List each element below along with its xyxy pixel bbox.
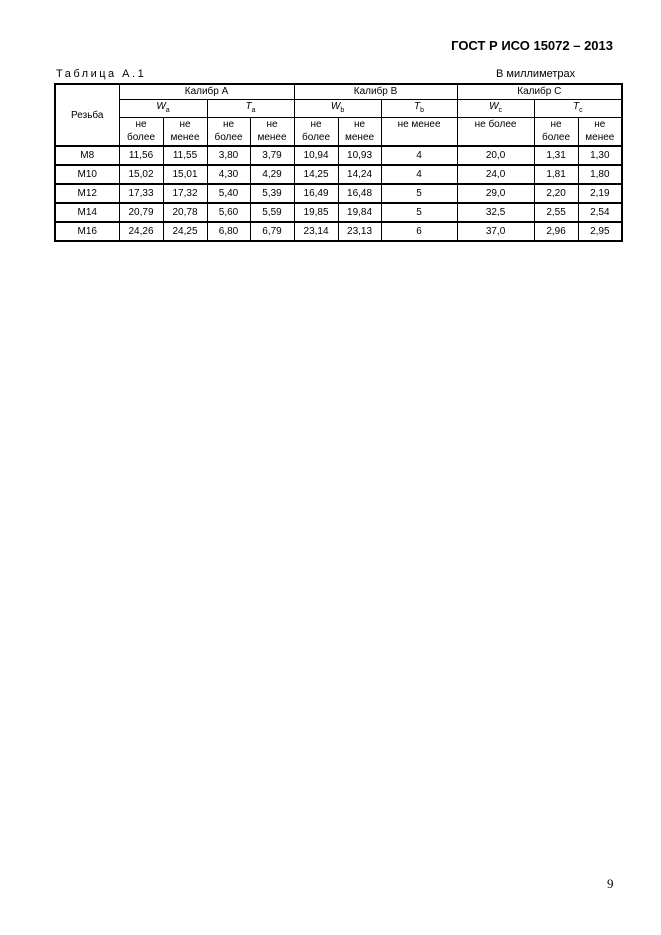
- parameter-header: Wb: [293, 99, 382, 118]
- parameter-header: Ta: [206, 99, 295, 118]
- limit-header: не менее: [577, 117, 623, 147]
- table-row: М8 11,56 11,55 3,80 3,79 10,94 10,93 4 20,0 1,31 1…: [54, 145, 623, 166]
- value-cell: 1,80: [577, 164, 623, 185]
- value-cell: 23,14: [293, 221, 339, 242]
- value-cell: 4: [380, 145, 458, 166]
- value-cell: 20,79: [118, 202, 164, 223]
- value-cell: 15,01: [162, 164, 208, 185]
- value-cell: 2,95: [577, 221, 623, 242]
- value-cell: 5,40: [206, 183, 251, 204]
- thread-cell: М10: [54, 164, 120, 185]
- limit-header: не более: [456, 117, 535, 147]
- value-cell: 17,32: [162, 183, 208, 204]
- value-cell: 24,26: [118, 221, 164, 242]
- thread-header: Резьба: [54, 83, 120, 147]
- value-cell: 2,55: [533, 202, 579, 223]
- value-cell: 23,13: [337, 221, 382, 242]
- thread-cell: М12: [54, 183, 120, 204]
- parameter-symbol: T: [573, 101, 580, 112]
- value-cell: 5: [380, 183, 458, 204]
- value-cell: 10,93: [337, 145, 382, 166]
- limit-header: не менее: [380, 117, 458, 147]
- value-cell: 6,79: [249, 221, 295, 242]
- value-cell: 14,24: [337, 164, 382, 185]
- parameter-header: Tb: [380, 99, 458, 118]
- value-cell: 1,81: [533, 164, 579, 185]
- value-cell: 3,80: [206, 145, 251, 166]
- value-cell: 2,19: [577, 183, 623, 204]
- value-cell: 4,29: [249, 164, 295, 185]
- value-cell: 19,85: [293, 202, 339, 223]
- table-caption: Таблица А.1: [56, 68, 147, 80]
- document-header: ГОСТ Р ИСО 15072 – 2013: [451, 38, 613, 53]
- value-cell: 32,5: [456, 202, 535, 223]
- thread-cell: М16: [54, 221, 120, 242]
- group-header: Калибр В: [293, 83, 458, 100]
- table-row: М14 20,79 20,78 5,60 5,59 19,85 19,84 5 32,5 2,55…: [54, 202, 623, 223]
- value-cell: 2,96: [533, 221, 579, 242]
- value-cell: 20,78: [162, 202, 208, 223]
- value-cell: 16,48: [337, 183, 382, 204]
- page-number: 9: [607, 876, 614, 891]
- parameter-header: Tc: [533, 99, 623, 118]
- thread-cell: М14: [54, 202, 120, 223]
- parameter-symbol: W: [489, 101, 499, 112]
- value-cell: 5: [380, 202, 458, 223]
- value-cell: 37,0: [456, 221, 535, 242]
- parameter-header: Wa: [118, 99, 208, 118]
- table-row: М16 24,26 24,25 6,80 6,79 23,14 23,13 6 37,0 2,96…: [54, 221, 623, 242]
- value-cell: 4,30: [206, 164, 251, 185]
- parameter-symbol: T: [245, 101, 252, 112]
- value-cell: 16,49: [293, 183, 339, 204]
- limit-header: не менее: [337, 117, 382, 147]
- value-cell: 15,02: [118, 164, 164, 185]
- value-cell: 3,79: [249, 145, 295, 166]
- limit-header: не менее: [249, 117, 295, 147]
- gauge-table: Резьба Калибр А Калибр В Калибр С Wa Ta Wb…: [54, 83, 624, 242]
- limit-header: не более: [118, 117, 164, 147]
- table-row: М12 17,33 17,32 5,40 5,39 16,49 16,48 5 29,0 2,20…: [54, 183, 623, 204]
- value-cell: 10,94: [293, 145, 339, 166]
- limit-header: не менее: [162, 117, 208, 147]
- value-cell: 2,54: [577, 202, 623, 223]
- value-cell: 5,60: [206, 202, 251, 223]
- value-cell: 11,56: [118, 145, 164, 166]
- group-header: Калибр А: [118, 83, 295, 100]
- value-cell: 6,80: [206, 221, 251, 242]
- limit-header: не более: [206, 117, 251, 147]
- value-cell: 5,39: [249, 183, 295, 204]
- limit-header: не более: [533, 117, 579, 147]
- parameter-symbol: W: [330, 101, 341, 112]
- parameter-subscript: a: [165, 107, 170, 114]
- parameter-subscript: b: [420, 107, 425, 114]
- limit-header: не более: [293, 117, 339, 147]
- value-cell: 24,0: [456, 164, 535, 185]
- value-cell: 17,33: [118, 183, 164, 204]
- table-row: М10 15,02 15,01 4,30 4,29 14,25 14,24 4 24,0 1,81…: [54, 164, 623, 185]
- value-cell: 4: [380, 164, 458, 185]
- value-cell: 20,0: [456, 145, 535, 166]
- parameter-subscript: c: [579, 107, 583, 114]
- parameter-symbol: T: [414, 101, 421, 112]
- value-cell: 29,0: [456, 183, 535, 204]
- value-cell: 1,31: [533, 145, 579, 166]
- value-cell: 1,30: [577, 145, 623, 166]
- thread-cell: М8: [54, 145, 120, 166]
- parameter-subscript: a: [251, 107, 256, 114]
- value-cell: 5,59: [249, 202, 295, 223]
- unit-note: В миллиметрах: [496, 68, 576, 80]
- value-cell: 6: [380, 221, 458, 242]
- value-cell: 14,25: [293, 164, 339, 185]
- parameter-header: Wc: [456, 99, 535, 118]
- value-cell: 24,25: [162, 221, 208, 242]
- value-cell: 11,55: [162, 145, 208, 166]
- parameter-symbol: W: [156, 101, 166, 112]
- value-cell: 2,20: [533, 183, 579, 204]
- group-header: Калибр С: [456, 83, 623, 100]
- parameter-subscript: c: [498, 107, 503, 114]
- value-cell: 19,84: [337, 202, 382, 223]
- parameter-subscript: b: [340, 107, 345, 114]
